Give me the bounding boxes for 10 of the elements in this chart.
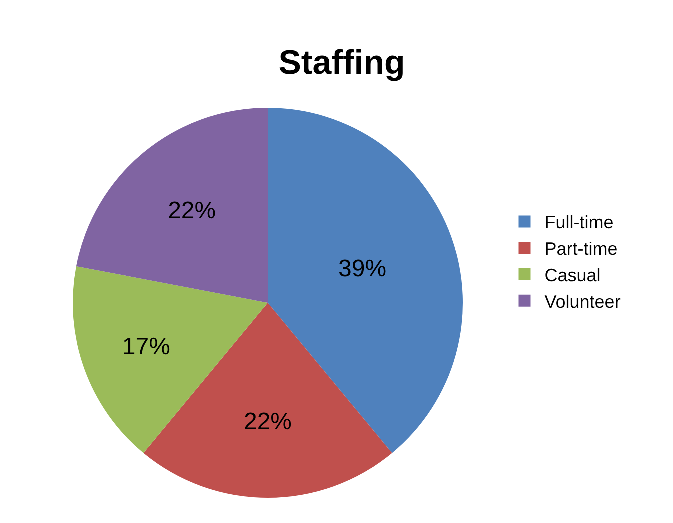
data-label: 22% (244, 408, 292, 436)
data-label: 17% (122, 333, 170, 360)
data-label: 39% (338, 255, 387, 282)
chart-title: Staffing (278, 44, 406, 82)
data-label: 22% (168, 198, 216, 225)
legend-label: Part-time (544, 239, 618, 260)
legend-label: Full-time (544, 212, 614, 233)
pie-slice (76, 108, 268, 303)
legend-label: Casual (544, 266, 601, 286)
legend-label: Volunteer (544, 292, 621, 312)
